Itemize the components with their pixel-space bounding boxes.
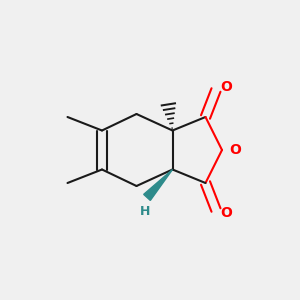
- Text: H: H: [140, 205, 151, 218]
- Text: O: O: [230, 143, 242, 157]
- Text: O: O: [220, 80, 232, 94]
- Polygon shape: [144, 169, 172, 200]
- Text: O: O: [220, 206, 232, 220]
